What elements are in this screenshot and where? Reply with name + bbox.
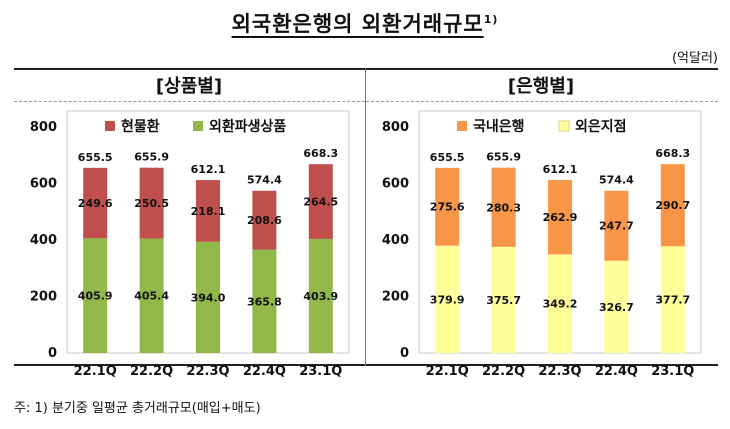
y-tick-label: 200 bbox=[382, 290, 409, 305]
bar-segment bbox=[308, 238, 333, 353]
bar-total-label: 668.3 bbox=[655, 147, 690, 160]
y-tick-label: 400 bbox=[30, 233, 57, 248]
bar-segment bbox=[196, 241, 220, 353]
bar-segment bbox=[252, 190, 277, 250]
bar-value-label: 249.6 bbox=[78, 197, 113, 210]
bar-value-label: 326.7 bbox=[599, 301, 634, 314]
chart-frame bbox=[14, 68, 718, 366]
bar-total-label: 612.1 bbox=[543, 163, 578, 176]
panel-header-line-right bbox=[366, 101, 718, 102]
bar-total-label: 612.1 bbox=[191, 163, 226, 176]
bar-segment bbox=[83, 238, 108, 353]
legend-swatch bbox=[558, 120, 570, 132]
legend-label: 국내은행 bbox=[473, 119, 525, 135]
bar-value-label: 247.7 bbox=[599, 220, 634, 233]
bar-segment bbox=[548, 254, 572, 353]
y-tick-label: 400 bbox=[382, 233, 409, 248]
bar-value-label: 403.9 bbox=[303, 290, 338, 303]
bar-value-label: 262.9 bbox=[543, 211, 578, 224]
bar-value-label: 377.7 bbox=[655, 294, 690, 307]
legend-label: 외은지점 bbox=[575, 118, 627, 135]
bar-value-label: 250.5 bbox=[134, 197, 169, 210]
panel-header-line-left bbox=[14, 101, 365, 102]
bar-value-label: 379.9 bbox=[430, 293, 465, 306]
bar-value-label: 394.0 bbox=[191, 291, 226, 304]
bar-segment bbox=[660, 246, 685, 353]
x-tick-label: 23.1Q bbox=[651, 364, 694, 379]
bar-total-label: 655.5 bbox=[430, 151, 465, 164]
x-tick-label: 22.1Q bbox=[74, 364, 117, 379]
bar-segment bbox=[604, 190, 629, 261]
bar-segment bbox=[548, 180, 572, 255]
panel-divider bbox=[365, 68, 366, 366]
y-tick-label: 600 bbox=[30, 177, 57, 192]
bar-value-label: 405.9 bbox=[78, 290, 113, 303]
x-tick-label: 22.4Q bbox=[243, 364, 286, 379]
bar-value-label: 365.8 bbox=[247, 295, 282, 308]
x-tick-label: 23.1Q bbox=[299, 364, 342, 379]
bar-total-label: 655.5 bbox=[78, 151, 113, 164]
bar-value-label: 290.7 bbox=[655, 199, 690, 212]
bar-total-label: 574.4 bbox=[247, 174, 282, 187]
bar-segment bbox=[435, 167, 460, 246]
y-tick-label: 0 bbox=[48, 346, 57, 361]
bar-value-label: 275.6 bbox=[430, 201, 465, 214]
title-footnote-marker: 1) bbox=[483, 13, 499, 26]
legend-label: 외환파생상품 bbox=[209, 118, 286, 135]
bar-value-label: 349.2 bbox=[543, 298, 578, 311]
bar-segment bbox=[139, 238, 164, 353]
x-tick-label: 22.2Q bbox=[130, 364, 173, 379]
bar-total-label: 574.4 bbox=[599, 174, 634, 187]
bar-segment bbox=[604, 260, 629, 353]
bar-total-label: 668.3 bbox=[303, 147, 338, 160]
page-title: 외국환은행의 외환거래규모1) bbox=[0, 8, 730, 38]
y-tick-label: 200 bbox=[30, 290, 57, 305]
bar-segment bbox=[252, 249, 277, 353]
y-tick-label: 0 bbox=[400, 346, 409, 361]
y-tick-label: 800 bbox=[382, 120, 409, 135]
legend-swatch bbox=[105, 121, 115, 131]
bar-value-label: 405.4 bbox=[134, 290, 169, 303]
panel-title-bank: [은행별] bbox=[507, 76, 575, 97]
bar-total-label: 655.9 bbox=[486, 151, 521, 164]
bar-segment bbox=[660, 164, 685, 247]
x-tick-label: 22.1Q bbox=[426, 364, 469, 379]
y-tick-label: 800 bbox=[30, 120, 57, 135]
bar-total-label: 655.9 bbox=[134, 151, 169, 164]
bar-value-label: 208.6 bbox=[247, 214, 282, 227]
bar-segment bbox=[435, 245, 460, 353]
page-title-text: 외국환은행의 외환거래규모 bbox=[231, 12, 484, 36]
bar-segment bbox=[196, 180, 220, 242]
y-tick-label: 600 bbox=[382, 177, 409, 192]
x-tick-label: 22.2Q bbox=[482, 364, 525, 379]
legend-swatch bbox=[193, 121, 203, 131]
bar-value-label: 264.5 bbox=[303, 196, 338, 209]
unit-label: (억달러) bbox=[671, 51, 718, 66]
footnote: 주: 1) 분기중 일평균 총거래규모(매입+매도) bbox=[14, 401, 261, 416]
bar-segment bbox=[491, 167, 516, 247]
x-tick-label: 22.4Q bbox=[595, 364, 638, 379]
x-tick-label: 22.3Q bbox=[538, 364, 581, 379]
chart-bank: 0 200 400 600 800 국내은행 외은지점 379.9 275.6 655.5 22.1… bbox=[382, 110, 702, 379]
chart-product: 0 200 400 600 800 현물환 외환파생상품 405.9 249.6 655.5 22.… bbox=[30, 110, 350, 379]
bar-segment bbox=[308, 164, 333, 239]
x-tick-label: 22.3Q bbox=[186, 364, 229, 379]
bar-value-label: 280.3 bbox=[486, 201, 521, 214]
panel-title-product: [상품별] bbox=[155, 76, 223, 97]
bar-value-label: 218.1 bbox=[191, 205, 226, 218]
bar-value-label: 375.7 bbox=[486, 294, 521, 307]
bar-segment bbox=[139, 167, 164, 239]
legend-label: 현물환 bbox=[121, 118, 160, 135]
legend-swatch bbox=[457, 121, 467, 131]
bar-segment bbox=[491, 246, 516, 353]
bar-segment bbox=[83, 167, 108, 239]
